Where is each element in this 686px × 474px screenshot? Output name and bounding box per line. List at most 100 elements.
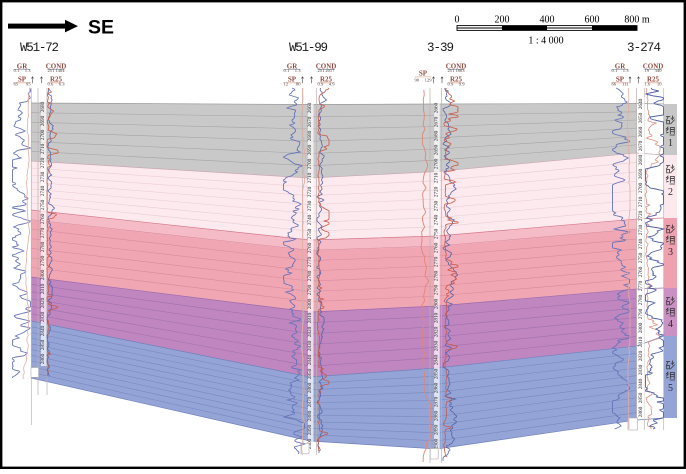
svg-text:2710: 2710: [433, 172, 439, 183]
svg-text:2900: 2900: [307, 438, 313, 449]
svg-text:251: 251: [318, 68, 326, 73]
svg-text:3-274: 3-274: [627, 41, 661, 55]
svg-text:2700: 2700: [433, 158, 439, 169]
svg-text:2820: 2820: [433, 326, 439, 337]
svg-text:2: 2: [668, 187, 673, 198]
svg-text:2660: 2660: [307, 102, 313, 113]
svg-text:1: 1: [668, 138, 673, 149]
svg-text:COND: COND: [46, 62, 67, 70]
svg-text:2830: 2830: [638, 364, 644, 375]
svg-text:2750: 2750: [40, 199, 46, 210]
svg-text:200: 200: [495, 15, 510, 26]
svg-text:SP: SP: [288, 76, 297, 84]
svg-text:0.1: 0.1: [612, 68, 618, 73]
svg-text:251: 251: [448, 68, 456, 73]
svg-text:2700: 2700: [40, 129, 46, 140]
svg-text:GR: GR: [615, 62, 626, 70]
svg-text:2680: 2680: [433, 130, 439, 141]
svg-text:2780: 2780: [433, 270, 439, 281]
svg-text:2640: 2640: [638, 98, 644, 109]
svg-text:2730: 2730: [307, 200, 313, 211]
svg-text:SE: SE: [88, 17, 114, 39]
svg-text:2670: 2670: [433, 116, 439, 127]
svg-text:1.3: 1.3: [295, 68, 301, 73]
svg-text:4: 4: [668, 319, 673, 330]
svg-text:2820: 2820: [307, 326, 313, 337]
svg-text:1 : 4 000: 1 : 4 000: [528, 36, 563, 47]
svg-text:2860: 2860: [307, 382, 313, 393]
svg-text:2710: 2710: [638, 196, 644, 207]
svg-text:R25: R25: [320, 76, 333, 84]
svg-text:1.6: 1.6: [645, 81, 651, 86]
svg-text:2720: 2720: [433, 186, 439, 197]
svg-text:2670: 2670: [638, 140, 644, 151]
svg-text:2900: 2900: [433, 438, 439, 449]
svg-text:2820: 2820: [638, 350, 644, 361]
svg-text:1803: 1803: [455, 68, 465, 73]
svg-text:2660: 2660: [433, 102, 439, 113]
svg-text:2830: 2830: [307, 340, 313, 351]
svg-text:2690: 2690: [307, 144, 313, 155]
svg-text:SP: SP: [18, 76, 27, 84]
svg-text:2760: 2760: [638, 266, 644, 277]
svg-text:2750: 2750: [307, 228, 313, 239]
svg-text:2840: 2840: [433, 354, 439, 365]
svg-text:1.3: 1.3: [25, 68, 31, 73]
svg-text:2710: 2710: [307, 172, 313, 183]
svg-text:3: 3: [668, 247, 673, 258]
svg-text:0.1: 0.1: [14, 68, 20, 73]
svg-text:2760: 2760: [40, 213, 46, 224]
svg-text:1.3: 1.3: [623, 68, 629, 73]
svg-text:2770: 2770: [638, 280, 644, 291]
svg-text:66: 66: [612, 81, 617, 86]
svg-text:2740: 2740: [40, 185, 46, 196]
svg-text:2790: 2790: [40, 255, 46, 266]
svg-text:2770: 2770: [307, 256, 313, 267]
svg-text:2840: 2840: [638, 378, 644, 389]
svg-text:400: 400: [540, 15, 555, 26]
svg-text:0.6: 0.6: [48, 81, 54, 86]
svg-text:2840: 2840: [40, 325, 46, 336]
svg-text:2890: 2890: [307, 424, 313, 435]
svg-text:2820: 2820: [40, 297, 46, 308]
svg-text:2720: 2720: [307, 186, 313, 197]
svg-text:COND: COND: [316, 62, 337, 70]
svg-text:2710: 2710: [40, 143, 46, 154]
svg-text:2790: 2790: [638, 308, 644, 319]
svg-text:2740: 2740: [307, 214, 313, 225]
svg-text:800 m: 800 m: [624, 15, 650, 26]
svg-text:129: 129: [425, 77, 433, 82]
svg-text:2810: 2810: [40, 283, 46, 294]
svg-text:80: 80: [296, 81, 301, 86]
svg-text:2850: 2850: [307, 368, 313, 379]
svg-text:W51-99: W51-99: [289, 41, 328, 55]
svg-text:2720: 2720: [638, 210, 644, 221]
svg-text:0: 0: [455, 15, 460, 26]
svg-text:2750: 2750: [433, 228, 439, 239]
svg-text:2680: 2680: [638, 154, 644, 165]
svg-text:SP: SP: [616, 76, 625, 84]
svg-text:95: 95: [26, 81, 31, 86]
svg-text:2860: 2860: [638, 406, 644, 417]
svg-text:2880: 2880: [433, 410, 439, 421]
svg-text:12: 12: [284, 81, 289, 86]
svg-text:0.1: 0.1: [284, 68, 290, 73]
svg-text:2730: 2730: [433, 200, 439, 211]
svg-text:600: 600: [585, 15, 600, 26]
svg-text:R25: R25: [50, 76, 63, 84]
svg-text:2740: 2740: [638, 238, 644, 249]
svg-text:1404: 1404: [55, 68, 65, 73]
svg-text:2800: 2800: [307, 298, 313, 309]
svg-text:2850: 2850: [638, 392, 644, 403]
svg-text:111: 111: [622, 81, 629, 86]
svg-text:2750: 2750: [638, 252, 644, 263]
svg-text:2840: 2840: [307, 354, 313, 365]
svg-text:2700: 2700: [638, 182, 644, 193]
svg-text:2740: 2740: [433, 214, 439, 225]
svg-text:R25: R25: [647, 76, 660, 84]
svg-text:2800: 2800: [433, 298, 439, 309]
svg-text:2890: 2890: [433, 424, 439, 435]
svg-text:90: 90: [415, 77, 420, 82]
svg-text:2860: 2860: [433, 382, 439, 393]
svg-text:3-39: 3-39: [427, 41, 454, 55]
